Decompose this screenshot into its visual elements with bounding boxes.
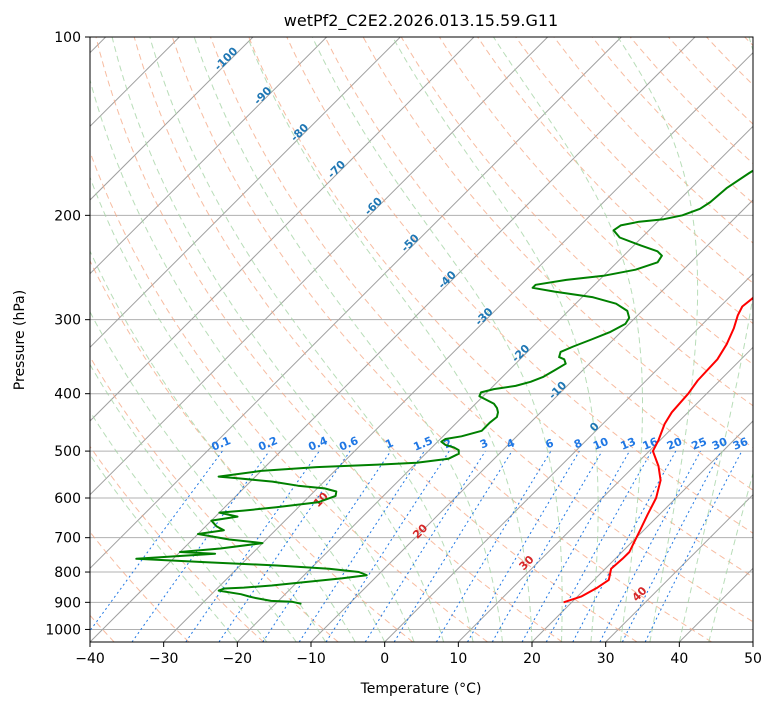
isotherm-line [236,125,753,642]
y-axis-label: Pressure (hPa) [12,290,28,390]
isotherm-line [457,346,753,642]
y-tick-label: 800 [54,565,81,581]
mixing-ratio-line [218,450,351,642]
plot-background [90,37,753,642]
x-axis-label: Temperature (°C) [360,681,482,697]
dry-adiabat-line [591,37,753,204]
moist-adiabat-line [246,37,533,642]
dry-adiabat-line [324,37,753,491]
mixing-ratio-line [599,450,701,642]
mixing-ratio-label: 30 [710,435,729,453]
moist-adiabat-line [678,37,753,642]
mixing-ratio-label: 13 [619,435,638,453]
mixing-ratio-lines [90,450,743,642]
x-tick-label: 50 [744,651,762,667]
y-tick-label: 700 [54,531,81,547]
chart-title: wetPf2_C2E2.2026.013.15.59.G11 [284,11,558,31]
mixing-ratio-line [298,450,425,642]
profile-series [135,169,753,605]
mixing-ratio-label: 20 [665,435,684,453]
x-tick-label: 40 [670,651,688,667]
isotherm-line [531,420,753,642]
x-tick-label: −30 [149,651,179,667]
moist-adiabat-lines [90,37,753,642]
moist-adiabat-line [149,37,474,642]
dry-adiabat-line [95,37,563,642]
mixing-ratio-line [393,450,513,642]
dry-adiabat-line [133,37,638,642]
mixing-ratio-line [491,450,603,642]
mixing-ratio-line [621,450,722,642]
mixing-ratio-label: 25 [690,435,709,453]
x-tick-label: 20 [523,651,541,667]
x-tick-label: 10 [449,651,467,667]
isotherm-line [90,37,254,201]
x-axis-ticks: −40 −30 −20 −10 0 10 20 30 40 50 [75,642,762,667]
y-tick-label: 200 [54,208,81,224]
mixing-ratio-line [644,450,743,642]
y-tick-label: 500 [54,444,81,460]
y-tick-label: 300 [54,313,81,329]
dry-adiabat-line [90,445,264,642]
mixing-ratio-line [545,450,653,642]
mixing-ratio-line [521,450,630,642]
mixing-ratio-label: 10 [591,435,610,453]
mixing-ratio-line [435,450,552,642]
isotherm-line [90,37,328,275]
dewpoint-profile-line [135,169,753,605]
dry-adiabat-lines [90,37,753,642]
plot-area: -100-90-80-70-60-50-40-30-20-10010203040… [90,37,753,642]
isotherm-line [384,272,753,642]
isotherm-line [752,641,753,642]
moist-adiabat-line [90,249,356,642]
moist-adiabat-line [392,37,599,642]
dry-adiabat-line [248,37,753,578]
dry-adiabat-line [629,37,753,165]
isotherm-line [90,37,696,642]
isotherm-line [90,37,401,349]
mixing-ratio-line [262,450,392,642]
y-tick-label: 400 [54,387,81,403]
y-axis-ticks: 100 200 300 400 500 600 700 800 900 1000 [45,30,90,638]
isotherm-line [90,37,549,496]
mixing-ratio-line [185,450,320,642]
dry-adiabat-line [477,37,753,325]
y-tick-label: 600 [54,491,81,507]
x-tick-label: −40 [75,651,105,667]
y-tick-label: 100 [54,30,81,46]
mixing-ratio-line [467,450,580,642]
x-tick-label: −10 [296,651,326,667]
x-tick-label: 0 [380,651,389,667]
x-tick-label: 30 [597,651,615,667]
dry-adiabat-line [90,259,414,642]
moist-adiabat-line [90,453,238,642]
moist-adiabat-line [193,37,503,642]
isotherm-line [605,493,753,642]
moist-adiabat-line [311,37,563,642]
mixing-ratio-line [572,450,677,642]
pressure-gridlines [90,37,753,630]
dry-adiabat-line [210,37,753,623]
dry-adiabat-line [515,37,753,284]
mixing-ratio-label: 36 [731,435,750,453]
x-tick-label: −20 [223,651,253,667]
moist-adiabat-line [493,37,643,642]
dry-adiabat-line [171,37,712,642]
isotherm-line [163,51,753,642]
plot-frame [89,36,754,643]
moist-adiabat-line [90,175,386,642]
isotherm-line [90,37,622,570]
y-tick-label: 900 [54,595,81,611]
dry-adiabat-line [362,37,753,449]
temperature-profile-line [563,296,753,604]
moist-adiabat-line [617,37,699,642]
moist-adiabat-line [708,471,753,642]
y-tick-label: 1000 [45,622,81,638]
moist-adiabat-line [90,78,415,642]
dry-adiabat-line [400,37,753,407]
mixing-ratio-line [131,450,270,642]
